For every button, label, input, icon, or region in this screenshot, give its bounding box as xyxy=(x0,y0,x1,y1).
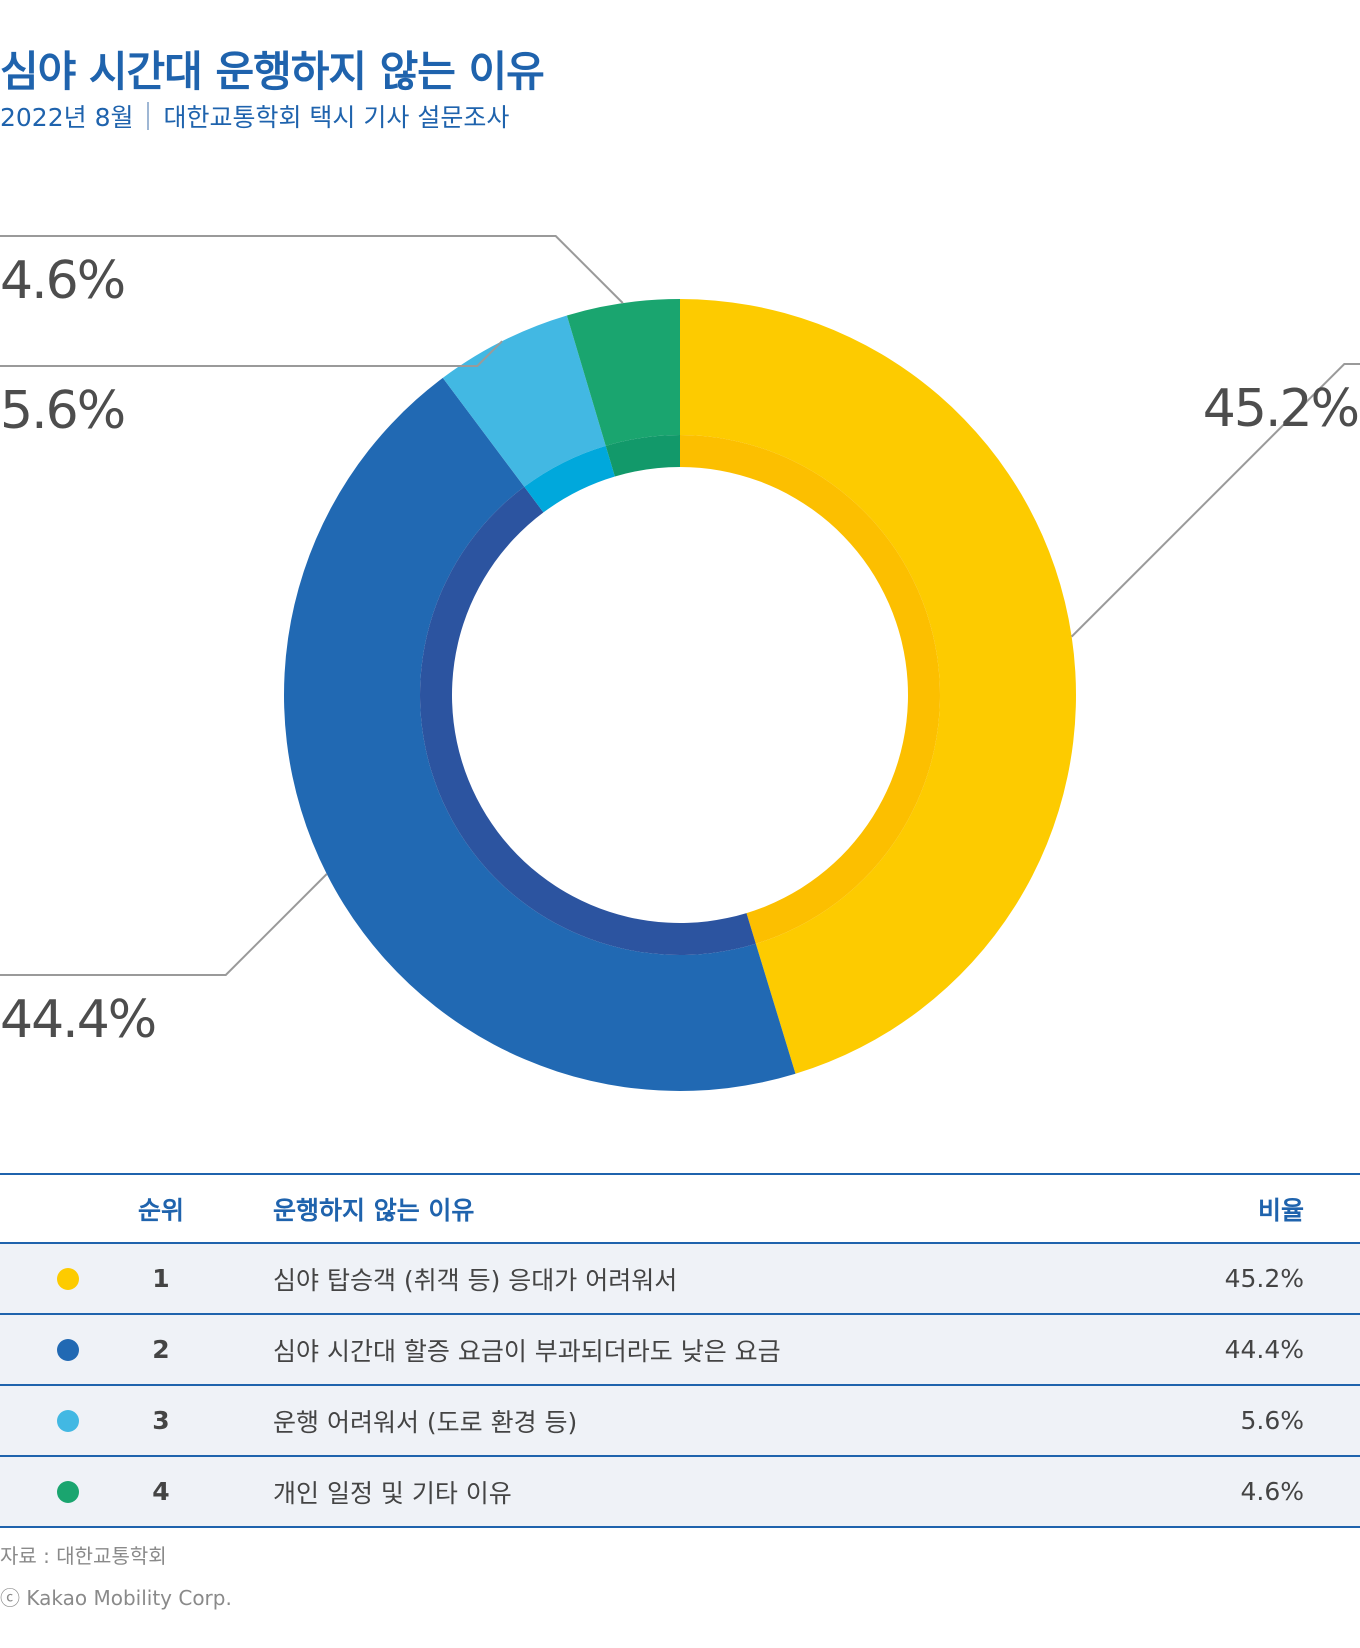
donut-inner-ring-1 xyxy=(680,435,941,944)
subtitle-date: 2022년 8월 xyxy=(0,103,134,132)
donut-chart: 45.2% 44.4% 5.6% 4.6% xyxy=(0,235,1360,1091)
row-rank: 1 xyxy=(152,1264,170,1293)
subtitle-divider xyxy=(147,102,150,130)
leader-line-4 xyxy=(0,235,624,304)
header-ratio: 비율 xyxy=(1257,1195,1304,1225)
row-rank: 2 xyxy=(152,1335,170,1364)
donut-slice-1 xyxy=(680,299,1076,1074)
legend-dot-4 xyxy=(56,1480,79,1503)
donut-inner-ring-4 xyxy=(605,435,680,477)
table-row: 4 개인 일정 및 기타 이유 4.6% xyxy=(0,1457,1360,1528)
row-ratio: 5.6% xyxy=(1240,1406,1304,1435)
header-rank: 순위 xyxy=(137,1195,184,1225)
donut-inner-ring-3 xyxy=(524,445,615,513)
row-ratio: 44.4% xyxy=(1224,1335,1304,1364)
data-label-1: 45.2% xyxy=(1203,379,1358,439)
source-note: 자료 : 대한교통학회 xyxy=(0,1544,167,1568)
leader-line-1 xyxy=(1070,363,1360,638)
row-ratio: 4.6% xyxy=(1240,1477,1304,1506)
subtitle-source: 대한교통학회 택시 기사 설문조사 xyxy=(163,103,510,132)
legend-dot-3 xyxy=(56,1409,79,1432)
table-row: 3 운행 어려워서 (도로 환경 등) 5.6% xyxy=(0,1386,1360,1457)
donut-slice-2 xyxy=(284,377,796,1091)
legend-dot-1 xyxy=(56,1267,79,1290)
row-reason: 심야 시간대 할증 요금이 부과되더라도 낮은 요금 xyxy=(273,1336,781,1366)
data-label-2: 44.4% xyxy=(0,990,155,1050)
data-label-4: 4.6% xyxy=(0,251,124,311)
reasons-table: 순위 운행하지 않는 이유 비율 1 심야 탑승객 (취객 등) 응대가 어려워… xyxy=(0,1173,1360,1528)
leader-line-3 xyxy=(0,340,503,367)
legend-dot-2 xyxy=(56,1338,79,1361)
row-rank: 3 xyxy=(152,1406,170,1435)
donut-slice-4 xyxy=(566,299,680,446)
row-reason: 개인 일정 및 기타 이유 xyxy=(273,1478,512,1508)
row-rank: 4 xyxy=(152,1477,170,1506)
table-header: 순위 운행하지 않는 이유 비율 xyxy=(0,1175,1360,1244)
row-ratio: 45.2% xyxy=(1224,1264,1304,1293)
copyright-note: ⓒ Kakao Mobility Corp. xyxy=(0,1586,232,1610)
row-reason: 심야 탑승객 (취객 등) 응대가 어려워서 xyxy=(273,1265,678,1295)
header-reason: 운행하지 않는 이유 xyxy=(273,1195,475,1225)
table-row: 1 심야 탑승객 (취객 등) 응대가 어려워서 45.2% xyxy=(0,1244,1360,1315)
data-label-3: 5.6% xyxy=(0,381,124,441)
table-row: 2 심야 시간대 할증 요금이 부과되더라도 낮은 요금 44.4% xyxy=(0,1315,1360,1386)
donut-slice-3 xyxy=(442,315,606,487)
leader-line-2 xyxy=(0,873,328,976)
row-reason: 운행 어려워서 (도로 환경 등) xyxy=(273,1407,578,1437)
chart-subtitle: 2022년 8월 대한교통학회 택시 기사 설문조사 xyxy=(0,98,509,134)
chart-title: 심야 시간대 운행하지 않는 이유 xyxy=(0,47,545,96)
